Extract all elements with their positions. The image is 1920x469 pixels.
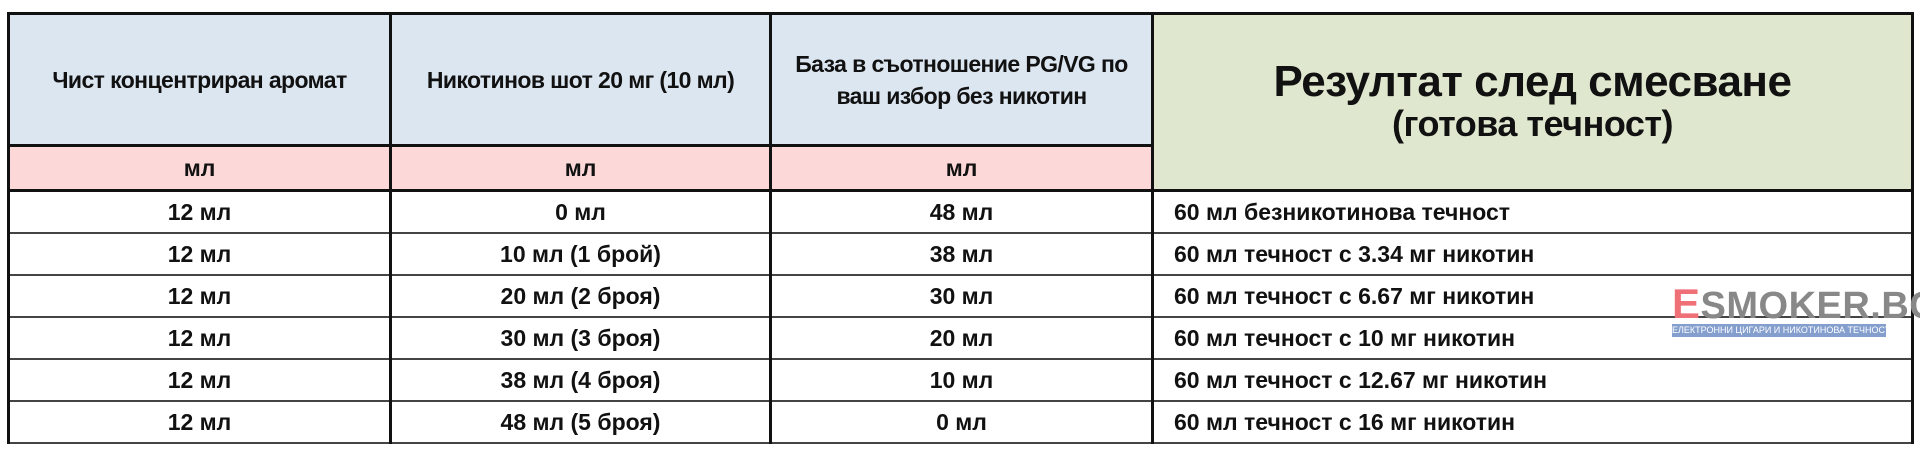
nicotine-shot-cell: 38 мл (4 броя)	[389, 358, 772, 402]
mixing-table: Чист концентриран аромат Никотинов шот 2…	[7, 12, 1914, 444]
flavor-cell: 12 мл	[7, 358, 392, 402]
logo-letter: E	[1672, 280, 1701, 327]
result-cell: 60 мл течност с 16 мг никотин	[1151, 400, 1914, 444]
header-result-sub: (готова течност)	[1392, 103, 1673, 144]
nicotine-shot-cell: 48 мл (5 броя)	[389, 400, 772, 444]
header-row: Чист концентриран аромат Никотинов шот 2…	[7, 12, 1914, 192]
table-row: 12 мл 0 мл 48 мл 60 мл безникотинова течнос…	[7, 189, 1914, 234]
flavor-cell: 12 мл	[7, 232, 392, 276]
result-cell: 60 мл течност с 10 мг никотин	[1151, 316, 1914, 360]
header-result: Резултат след смесване (готова течност)	[1151, 12, 1914, 192]
table-row: 12 мл 48 мл (5 броя) 0 мл 60 мл течност с 1…	[7, 400, 1914, 444]
base-cell: 48 мл	[769, 189, 1154, 234]
esmoker-logo: ESMOKER.BG ЕЛЕКТРОННИ ЦИГАРИ И НИКОТИНОВ…	[1672, 283, 1920, 337]
flavor-cell: 12 мл	[7, 316, 392, 360]
base-cell: 10 мл	[769, 358, 1154, 402]
table-row: 12 мл 20 мл (2 броя) 30 мл 60 мл течност с …	[7, 274, 1914, 318]
table-row: 12 мл 10 мл (1 брой) 38 мл 60 мл течност с …	[7, 232, 1914, 276]
base-cell: 20 мл	[769, 316, 1154, 360]
header-base: База в съотношение PG/VG по ваш избор бе…	[769, 12, 1154, 147]
header-nicotine-shot: Никотинов шот 20 мг (10 мл)	[389, 12, 772, 147]
unit-cell: мл	[389, 144, 772, 192]
nicotine-shot-cell: 0 мл	[389, 189, 772, 234]
nicotine-shot-cell: 20 мл (2 броя)	[389, 274, 772, 318]
logo-text: SMOKER.BG	[1700, 285, 1920, 327]
flavor-cell: 12 мл	[7, 274, 392, 318]
unit-cell: мл	[7, 144, 392, 192]
units-row: мл мл мл	[7, 144, 1913, 192]
logo-tagline: ЕЛЕКТРОННИ ЦИГАРИ И НИКОТИНОВА ТЕЧНОСТ	[1672, 324, 1891, 337]
flavor-cell: 12 мл	[7, 400, 392, 444]
base-cell: 0 мл	[769, 400, 1154, 444]
flavor-cell: 12 мл	[7, 189, 392, 234]
nicotine-shot-cell: 10 мл (1 брой)	[389, 232, 772, 276]
result-cell: 60 мл безникотинова течност	[1151, 189, 1914, 234]
unit-cell: мл	[769, 144, 1154, 192]
base-cell: 30 мл	[769, 274, 1154, 318]
result-cell: 60 мл течност с 12.67 мг никотин	[1151, 358, 1914, 402]
nicotine-shot-cell: 30 мл (3 броя)	[389, 316, 772, 360]
table-row: 12 мл 38 мл (4 броя) 10 мл 60 мл течност с …	[7, 358, 1914, 402]
header-flavor: Чист концентриран аромат	[7, 12, 392, 147]
result-cell: 60 мл течност с 6.67 мг никотин	[1151, 274, 1914, 318]
result-cell: 60 мл течност с 3.34 мг никотин	[1151, 232, 1914, 276]
header-result-main: Резултат след смесване	[1273, 57, 1792, 106]
base-cell: 38 мл	[769, 232, 1154, 276]
table-row: 12 мл 30 мл (3 броя) 20 мл 60 мл течност с …	[7, 316, 1914, 360]
